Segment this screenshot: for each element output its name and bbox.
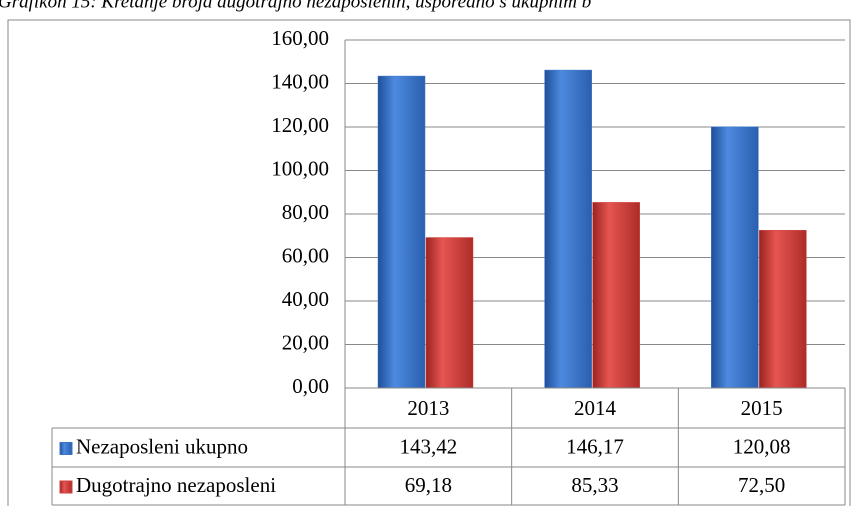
y-tick-label: 160,00 <box>271 26 329 50</box>
y-tick-label: 120,00 <box>271 113 329 137</box>
bar <box>544 69 592 389</box>
chart-frame <box>7 19 851 506</box>
legend-label: Dugotrajno nezaposleni <box>76 473 276 497</box>
bar <box>592 202 640 389</box>
bar <box>759 230 807 389</box>
y-tick-label: 80,00 <box>282 200 329 224</box>
legend-swatch <box>59 480 73 494</box>
table-value: 120,08 <box>733 434 791 458</box>
y-tick-label: 20,00 <box>282 330 329 354</box>
y-tick-label: 100,00 <box>271 156 329 180</box>
legend-label: Nezaposleni ukupno <box>76 434 248 458</box>
table-value: 85,33 <box>571 473 618 497</box>
table-value: 143,42 <box>399 434 457 458</box>
y-tick-label: 140,00 <box>271 69 329 93</box>
x-tick-label: 2013 <box>407 396 449 420</box>
x-tick-label: 2015 <box>741 396 783 420</box>
y-tick-label: 0,00 <box>292 374 329 398</box>
table-value: 146,17 <box>566 434 624 458</box>
legend-swatch <box>59 442 73 455</box>
y-tick-label: 40,00 <box>282 287 329 311</box>
bar <box>377 75 426 389</box>
bar <box>711 126 759 389</box>
table-value: 72,50 <box>738 473 785 497</box>
bar <box>425 237 474 389</box>
x-tick-label: 2014 <box>574 396 617 420</box>
chart-title: Grafikon 15: Kretanje broja dugotrajno n… <box>0 0 591 12</box>
y-tick-label: 60,00 <box>282 243 329 267</box>
table-value: 69,18 <box>405 473 452 497</box>
